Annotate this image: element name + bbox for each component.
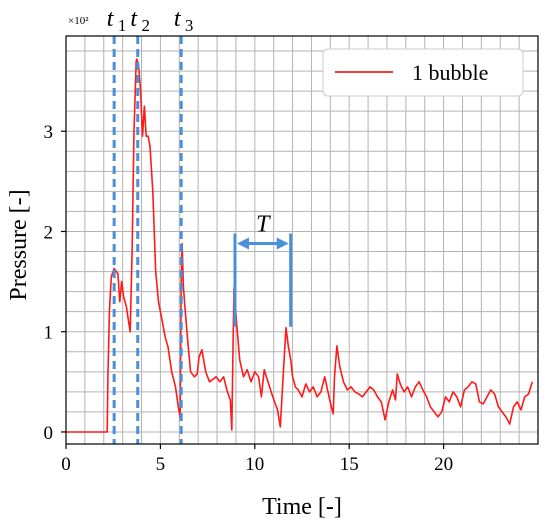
series-layer (66, 58, 534, 433)
marker-subscript: 1 (118, 16, 127, 35)
plot-frame (65, 35, 539, 445)
marker-subscript: 2 (141, 16, 150, 35)
marker-label: t (174, 6, 182, 32)
period-arrow-head-right (276, 237, 289, 250)
legend-label: 1 bubble (412, 60, 488, 85)
y-tick-label: 0 (44, 423, 54, 444)
marker-subscript: 3 (185, 16, 194, 35)
legend: 1 bubble (322, 48, 524, 97)
x-tick-label: 15 (340, 454, 359, 475)
marker-label: t (130, 6, 138, 32)
legend-box (322, 48, 524, 97)
series-line-1-bubble (66, 58, 534, 433)
y-scale-factor: ×10² (68, 15, 89, 27)
y-tick-label: 3 (44, 122, 54, 143)
x-tick-label: 20 (434, 454, 453, 475)
period-arrow-head-left (236, 237, 249, 250)
y-tick-label: 1 (44, 323, 54, 344)
marker-label: t (107, 6, 115, 32)
y-tick-label: 2 (44, 222, 54, 243)
time-markers: t 1 t 2 t 3T (107, 6, 293, 444)
y-axis-label: Pressure [-] (6, 189, 32, 300)
x-axis-label: Time [-] (262, 494, 342, 520)
x-tick-label: 5 (156, 454, 166, 475)
x-tick-label: 0 (61, 454, 71, 475)
period-label: T (256, 212, 271, 238)
axis-ticks: 0 5 10 15 20 0 1 2 3 (44, 122, 454, 475)
x-tick-label: 10 (245, 454, 264, 475)
